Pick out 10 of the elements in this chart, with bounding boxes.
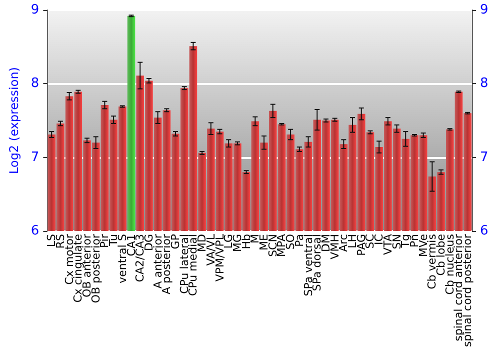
y-tick-label: 8 bbox=[30, 76, 40, 92]
y2-tick-label: 9 bbox=[480, 2, 488, 18]
y-axis-title: Log2 (expression) bbox=[7, 67, 21, 174]
y2-tick-label: 6 bbox=[480, 224, 488, 239]
y-tick-label: 7 bbox=[30, 150, 40, 165]
y-tick-label: 6 bbox=[30, 224, 40, 239]
y2-tick-label: 7 bbox=[480, 150, 488, 165]
y2-tick-label: 8 bbox=[480, 76, 488, 92]
y-tick-label: 9 bbox=[30, 2, 40, 18]
x-tick-label: A posterior bbox=[160, 234, 174, 294]
